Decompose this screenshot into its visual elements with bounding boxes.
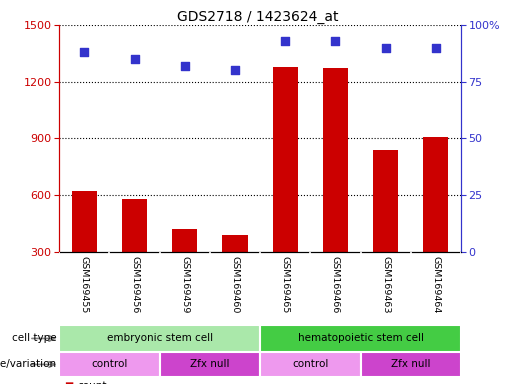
Point [331,38,339,44]
Bar [59,352,160,377]
Text: hematopoietic stem cell: hematopoietic stem cell [298,333,423,343]
Bar [323,68,348,309]
Bar [272,66,298,309]
Text: GSM169456: GSM169456 [130,256,139,313]
Text: ■: ■ [64,381,74,384]
Point [130,56,139,62]
Bar [172,229,197,309]
Bar [160,352,260,377]
Text: GSM169459: GSM169459 [180,256,189,313]
Text: GSM169463: GSM169463 [381,256,390,313]
Point [231,67,239,73]
Text: GSM169465: GSM169465 [281,256,289,313]
Text: genotype/variation: genotype/variation [0,359,57,369]
Bar [260,352,360,377]
Text: GSM169466: GSM169466 [331,256,340,313]
Text: count: count [77,381,107,384]
Text: Zfx null: Zfx null [190,359,230,369]
Bar [373,150,398,309]
Text: Zfx null: Zfx null [391,359,431,369]
Point [80,49,89,55]
Point [432,45,440,51]
Bar [260,325,461,352]
Text: control: control [91,359,128,369]
Text: GDS2718 / 1423624_at: GDS2718 / 1423624_at [177,10,338,23]
Bar [423,137,449,309]
Point [181,63,189,69]
Bar [59,325,260,352]
Bar [122,199,147,309]
Point [281,38,289,44]
Bar [222,235,248,309]
Text: embryonic stem cell: embryonic stem cell [107,333,213,343]
Text: GSM169455: GSM169455 [80,256,89,313]
Text: GSM169464: GSM169464 [432,256,440,313]
Text: GSM169460: GSM169460 [231,256,239,313]
Text: cell type: cell type [12,333,57,343]
Bar [72,192,97,309]
Point [382,45,390,51]
Bar [360,352,461,377]
Text: control: control [292,359,329,369]
